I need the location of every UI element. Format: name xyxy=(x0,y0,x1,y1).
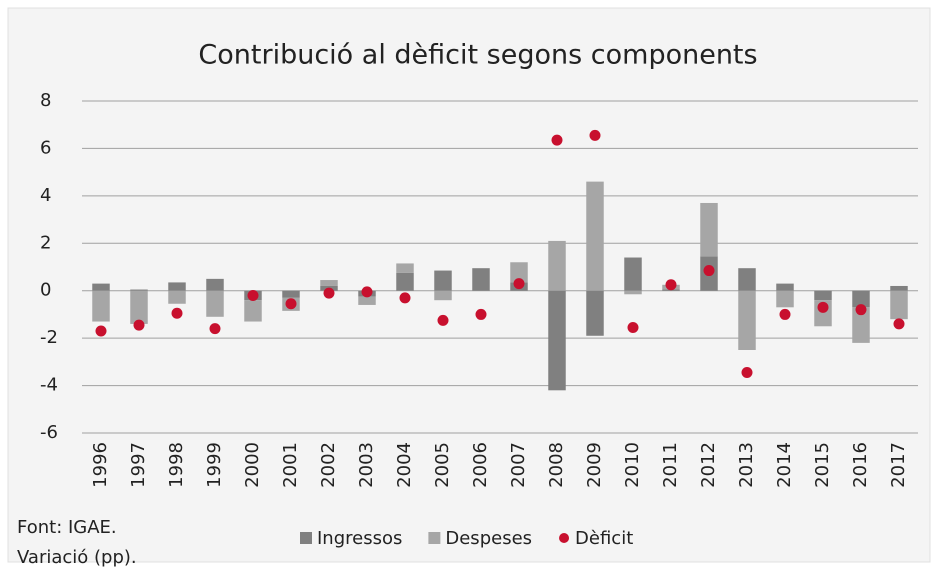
point xyxy=(627,321,639,333)
x-tick-label: 2015 xyxy=(812,442,833,488)
bar xyxy=(396,272,414,291)
y-tick-label: 0 xyxy=(40,280,51,301)
x-tick-label: 2005 xyxy=(432,442,453,488)
point xyxy=(589,129,601,141)
point xyxy=(361,286,373,298)
x-tick-label: 2001 xyxy=(280,442,301,488)
source-note: Font: IGAE. xyxy=(17,517,117,538)
point xyxy=(893,318,905,330)
bar xyxy=(206,278,224,291)
legend-label: Ingressos xyxy=(317,528,402,549)
bar xyxy=(852,290,870,308)
point xyxy=(133,319,145,331)
point xyxy=(703,265,715,277)
bar xyxy=(852,307,870,343)
y-tick-label: -4 xyxy=(40,375,58,396)
y-tick-label: -2 xyxy=(40,327,58,348)
bar xyxy=(434,270,452,291)
legend-label: Despeses xyxy=(445,528,532,549)
bar xyxy=(168,282,186,291)
bar xyxy=(738,268,756,291)
x-tick-label: 1999 xyxy=(204,442,225,488)
x-tick-label: 2013 xyxy=(736,442,757,488)
point xyxy=(855,304,867,316)
bar xyxy=(168,290,186,304)
bar xyxy=(358,296,376,305)
bar xyxy=(434,290,452,301)
point xyxy=(551,134,563,146)
bar xyxy=(814,290,832,301)
legend-swatch xyxy=(559,533,570,543)
bar xyxy=(396,263,414,273)
x-tick-label: 1996 xyxy=(90,442,111,488)
bar xyxy=(890,290,908,320)
x-tick-label: 2017 xyxy=(888,442,909,488)
bar xyxy=(92,283,110,291)
point xyxy=(437,314,449,326)
x-tick-label: 2011 xyxy=(660,442,681,488)
legend-swatch xyxy=(300,532,312,544)
legend-label: Dèficit xyxy=(575,528,633,549)
x-tick-label: 2002 xyxy=(318,442,339,488)
point xyxy=(209,323,221,335)
bar xyxy=(130,289,148,291)
bar xyxy=(586,181,604,291)
y-tick-label: 4 xyxy=(40,185,51,206)
bar xyxy=(282,290,300,298)
x-tick-label: 1998 xyxy=(166,442,187,488)
point xyxy=(513,278,525,290)
bar xyxy=(624,290,642,295)
y-tick-label: 2 xyxy=(40,232,51,253)
y-tick-label: -6 xyxy=(40,422,58,443)
point xyxy=(475,308,487,320)
bar xyxy=(472,268,490,291)
point xyxy=(741,367,753,379)
unit-note: Variació (pp). xyxy=(17,547,137,568)
x-tick-label: 2012 xyxy=(698,442,719,488)
bar xyxy=(738,290,756,350)
y-tick-label: 6 xyxy=(40,137,51,158)
bar xyxy=(890,285,908,291)
x-tick-label: 2008 xyxy=(546,442,567,488)
bar xyxy=(548,240,566,291)
bar xyxy=(92,290,110,322)
point xyxy=(171,307,183,319)
x-tick-label: 1997 xyxy=(128,442,149,488)
bar xyxy=(548,290,566,391)
x-tick-label: 2007 xyxy=(508,442,529,488)
bar xyxy=(586,290,604,336)
bar xyxy=(206,290,224,317)
point xyxy=(665,279,677,291)
x-tick-label: 2000 xyxy=(242,442,263,488)
bar xyxy=(320,280,338,286)
point xyxy=(247,289,259,301)
x-tick-label: 2003 xyxy=(356,442,377,488)
point xyxy=(817,301,829,313)
x-tick-label: 2014 xyxy=(774,442,795,488)
bar xyxy=(130,290,148,324)
bar xyxy=(776,290,794,308)
bar xyxy=(776,283,794,291)
bar xyxy=(244,300,262,322)
legend-swatch xyxy=(428,532,441,544)
y-tick-label: 8 xyxy=(40,90,51,111)
x-tick-label: 2004 xyxy=(394,442,415,488)
point xyxy=(779,308,791,320)
bar xyxy=(700,202,718,257)
chart-title: Contribució al dèficit segons components xyxy=(198,40,757,71)
bar xyxy=(624,257,642,291)
x-tick-label: 2010 xyxy=(622,442,643,488)
point xyxy=(399,292,411,304)
x-tick-label: 2006 xyxy=(470,442,491,488)
bar xyxy=(510,262,528,283)
x-tick-label: 2009 xyxy=(584,442,605,488)
point xyxy=(285,298,297,310)
point xyxy=(323,287,335,299)
x-tick-label: 2016 xyxy=(850,442,871,488)
point xyxy=(95,325,107,337)
